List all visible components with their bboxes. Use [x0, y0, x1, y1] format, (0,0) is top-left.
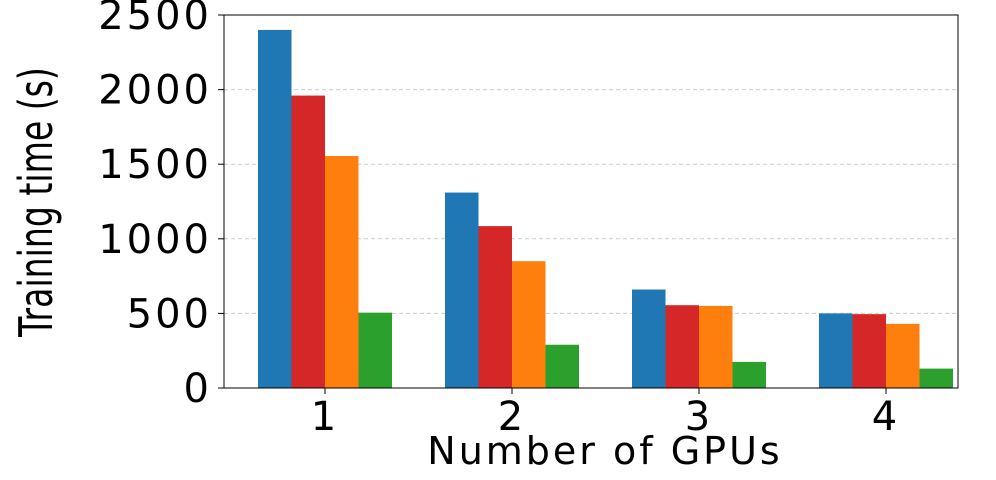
x-tick-label: 3: [685, 394, 713, 440]
y-tick-label: 0: [184, 366, 212, 412]
bar: [919, 368, 953, 388]
bar: [258, 29, 292, 388]
plot-frame: [223, 14, 959, 389]
bar: [886, 323, 920, 388]
bar: [291, 95, 325, 389]
y-tick-label: 500: [127, 291, 212, 337]
bar: [819, 313, 853, 388]
y-tick-label: 2500: [98, 0, 212, 39]
x-tick-label: 1: [311, 394, 339, 440]
y-tick-label: 1000: [98, 217, 212, 263]
bar: [732, 361, 766, 388]
y-axis-label: Training time (s): [11, 67, 64, 337]
bar: [358, 312, 392, 388]
bar: [325, 155, 359, 388]
bar: [632, 289, 666, 388]
bar: [545, 344, 579, 388]
bar: [445, 192, 479, 388]
bar: [478, 226, 512, 388]
bar: [665, 305, 699, 388]
x-axis-label: Number of GPUs: [427, 429, 782, 473]
y-tick-label: 1500: [98, 142, 212, 188]
bar: [852, 314, 886, 388]
x-tick-label: 2: [498, 394, 526, 440]
x-tick-label: 4: [872, 394, 900, 440]
bar: [699, 305, 733, 388]
y-tick-label: 2000: [98, 68, 212, 114]
bar: [512, 261, 546, 388]
